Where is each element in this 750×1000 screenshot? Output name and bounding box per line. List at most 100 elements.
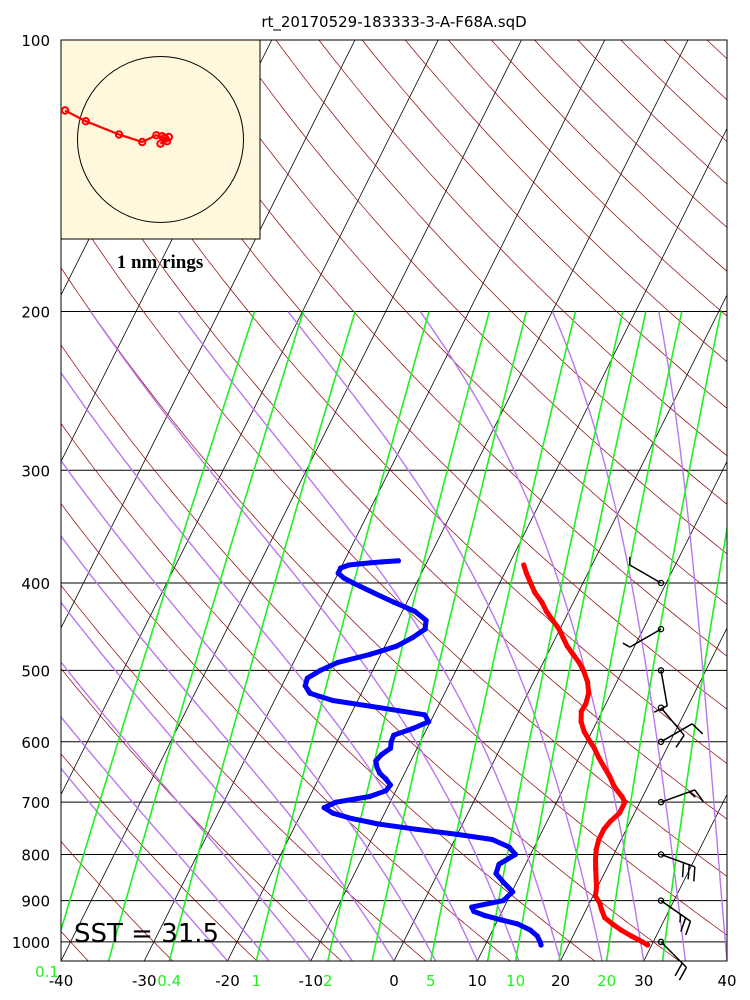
dewpoint-point bbox=[409, 635, 415, 641]
temperature-point bbox=[619, 793, 625, 800]
dewpoint-point bbox=[496, 861, 502, 867]
mixing-ratio-labels: 0.1 0.4 1 2 5 10 20 bbox=[35, 963, 616, 990]
isotherm-line bbox=[726, 960, 727, 961]
dewpoint-point bbox=[307, 690, 313, 696]
hodograph-point bbox=[114, 130, 124, 139]
temperature-point bbox=[593, 884, 600, 890]
mixing-ratio-label: 0.4 bbox=[157, 972, 181, 990]
dewpoint-point bbox=[506, 844, 512, 850]
temperature-tick-label: 40 bbox=[717, 972, 736, 990]
temperature-point bbox=[581, 729, 587, 735]
mixing-ratio-line bbox=[255, 311, 430, 961]
temperature-tick-label: 20 bbox=[551, 972, 570, 990]
dry-adiabat-line bbox=[103, 40, 727, 710]
temperature-tick-label: -10 bbox=[299, 972, 324, 990]
dewpoint-point bbox=[330, 697, 336, 704]
wind-barb bbox=[657, 789, 704, 806]
isotherm-line bbox=[61, 40, 356, 629]
dewpoint-point bbox=[335, 570, 341, 576]
dewpoint-point bbox=[338, 565, 344, 571]
wind-barb bbox=[629, 556, 665, 587]
mixing-ratio-line bbox=[514, 311, 647, 961]
dewpoint-point bbox=[422, 626, 428, 632]
moist-adiabat-line bbox=[61, 535, 395, 961]
temperature-point bbox=[618, 927, 624, 933]
temperature-point bbox=[564, 643, 570, 649]
temperature-point bbox=[585, 679, 591, 685]
temperature-tick-label: -30 bbox=[132, 972, 157, 990]
dewpoint-point bbox=[537, 939, 543, 945]
temperature-point bbox=[593, 847, 599, 853]
temperature-point bbox=[592, 893, 599, 899]
hodograph-point bbox=[162, 137, 172, 146]
moist-adiabat-line bbox=[61, 601, 353, 961]
temperature-point bbox=[580, 667, 587, 674]
temperature-tick-label: -40 bbox=[49, 972, 74, 990]
temperature-point bbox=[586, 690, 592, 696]
dewpoint-point bbox=[304, 675, 310, 681]
temperature-point bbox=[610, 782, 617, 788]
dewpoint-point bbox=[374, 764, 380, 770]
mixing-ratio-line bbox=[107, 311, 305, 961]
dewpoint-point bbox=[317, 667, 323, 674]
temperature-point bbox=[583, 701, 589, 707]
dewpoint-point bbox=[413, 826, 419, 832]
pressure-tick-label: 700 bbox=[21, 794, 50, 812]
mixing-ratio-label: 0.1 bbox=[35, 963, 59, 981]
temperature-point bbox=[602, 915, 608, 921]
temperature-point bbox=[543, 608, 550, 614]
temperature-point bbox=[597, 900, 603, 906]
temperature-point bbox=[523, 570, 530, 576]
hodograph-ring-label: 1 nm rings bbox=[117, 252, 204, 273]
dewpoint-point bbox=[512, 851, 519, 858]
isotherm-line bbox=[227, 40, 689, 961]
temperature-point bbox=[601, 764, 607, 770]
hodograph-point bbox=[156, 139, 165, 148]
temperature-tick-label: 0 bbox=[389, 972, 399, 990]
dewpoint-point bbox=[346, 562, 352, 568]
temperature-point bbox=[596, 836, 602, 843]
moist-adiabat-line bbox=[658, 311, 727, 961]
pressure-tick-labels: 100 200 300 400 500 600 700 800 900 1000 bbox=[12, 32, 50, 952]
hodograph: 1 nm rings bbox=[60, 39, 261, 273]
isotherm-line bbox=[143, 40, 606, 961]
dry-adiabat-line bbox=[146, 40, 727, 657]
temperature-point bbox=[578, 708, 584, 714]
dewpoint-point bbox=[341, 575, 347, 581]
dewpoint-point bbox=[500, 898, 506, 904]
pressure-tick-label: 500 bbox=[21, 662, 50, 680]
dry-adiabat-line bbox=[275, 40, 727, 505]
dewpoint-point bbox=[493, 871, 499, 877]
dewpoint-point bbox=[489, 836, 495, 843]
temperature-point bbox=[593, 866, 599, 872]
isotherm-line bbox=[476, 460, 727, 961]
pressure-tick-label: 400 bbox=[21, 575, 50, 593]
hodograph-rings bbox=[77, 56, 244, 223]
dry-adiabat-line bbox=[61, 423, 596, 961]
dewpoint-point bbox=[350, 580, 356, 586]
moist-adiabat-line bbox=[419, 311, 645, 961]
temperature-point bbox=[614, 788, 620, 794]
temperature-point bbox=[607, 773, 613, 779]
mixing-ratio-line bbox=[168, 311, 356, 961]
dewpoint-point bbox=[395, 558, 401, 564]
dewpoint-point bbox=[367, 560, 373, 566]
dewpoint-point bbox=[335, 659, 341, 666]
dry-adiabat-line bbox=[61, 267, 727, 936]
wind-barb bbox=[657, 851, 696, 882]
mixing-ratio-label: 5 bbox=[426, 972, 436, 990]
moist-adiabat-line bbox=[61, 715, 270, 961]
wind-barb bbox=[653, 667, 668, 713]
dewpoint-point bbox=[367, 651, 373, 658]
temperature-point bbox=[616, 810, 623, 816]
dewpoint-point bbox=[373, 758, 379, 764]
wind-barb bbox=[657, 723, 704, 746]
temperature-point bbox=[587, 739, 593, 745]
dry-adiabat-line bbox=[232, 40, 727, 555]
dewpoint-point bbox=[302, 683, 308, 689]
moist-adiabat-line bbox=[740, 312, 750, 962]
dewpoint-profile bbox=[302, 558, 544, 948]
dewpoint-point bbox=[510, 889, 516, 895]
dewpoint-point bbox=[394, 643, 400, 649]
mixing-ratio-label: 2 bbox=[323, 972, 333, 990]
